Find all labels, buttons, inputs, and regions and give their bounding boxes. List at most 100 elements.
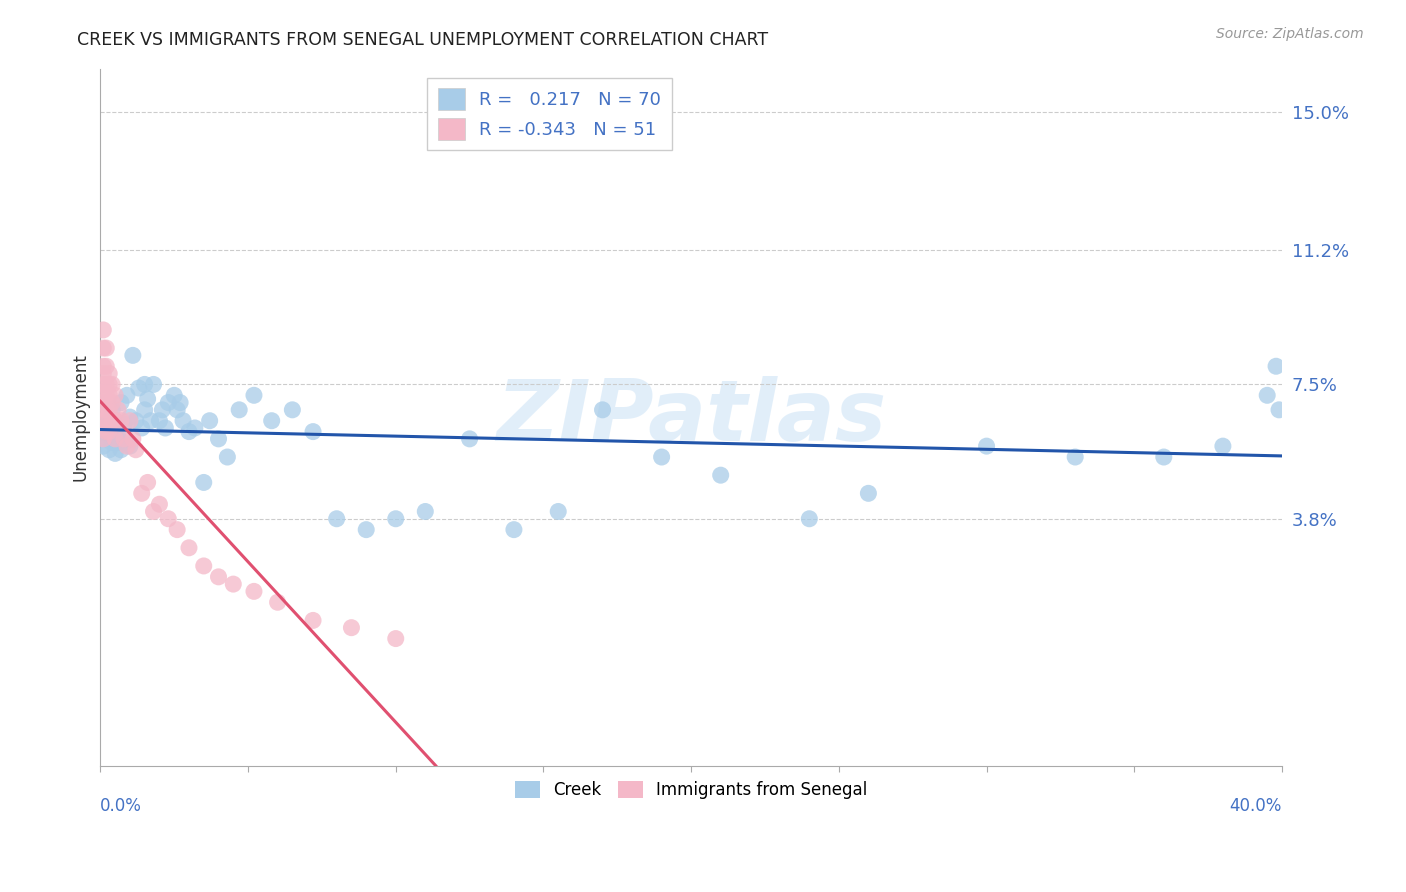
Point [112, 417, 135, 432]
Point [384, 632, 406, 646]
Point [98, 402, 121, 417]
Point [193, 475, 215, 490]
Point [104, 414, 127, 428]
Point [169, 395, 191, 409]
Point [96, 425, 118, 439]
Point [104, 414, 127, 428]
Point [107, 425, 129, 439]
Point [163, 388, 186, 402]
Point [98, 377, 121, 392]
Y-axis label: Unemployment: Unemployment [72, 353, 89, 481]
Point [547, 504, 569, 518]
Point [281, 402, 304, 417]
Point [266, 595, 288, 609]
Legend: Creek, Immigrants from Senegal: Creek, Immigrants from Senegal [508, 774, 875, 806]
Point [115, 439, 138, 453]
Point [104, 432, 127, 446]
Point [340, 621, 363, 635]
Point [976, 439, 998, 453]
Point [172, 414, 194, 428]
Point [458, 432, 481, 446]
Point [101, 435, 124, 450]
Point [207, 432, 229, 446]
Point [96, 432, 118, 446]
Point [98, 442, 121, 457]
Point [101, 414, 124, 428]
Point [91, 432, 114, 446]
Point [384, 512, 406, 526]
Point [139, 414, 162, 428]
Point [222, 577, 245, 591]
Point [121, 348, 143, 362]
Point [1212, 439, 1234, 453]
Point [96, 402, 118, 417]
Point [91, 377, 114, 392]
Point [1268, 402, 1291, 417]
Point [710, 468, 733, 483]
Point [91, 359, 114, 374]
Point [134, 377, 156, 392]
Point [91, 341, 114, 355]
Text: 0.0%: 0.0% [100, 797, 142, 815]
Point [91, 384, 114, 399]
Point [177, 425, 200, 439]
Point [260, 414, 283, 428]
Point [104, 446, 127, 460]
Point [91, 323, 114, 337]
Point [98, 367, 121, 381]
Point [125, 442, 148, 457]
Point [91, 395, 114, 409]
Point [91, 367, 114, 381]
Point [325, 512, 347, 526]
Point [136, 475, 159, 490]
Point [91, 414, 114, 428]
Point [112, 432, 135, 446]
Point [125, 414, 148, 428]
Point [177, 541, 200, 555]
Point [354, 523, 377, 537]
Point [110, 414, 132, 428]
Point [142, 504, 165, 518]
Point [198, 414, 221, 428]
Point [118, 439, 141, 453]
Point [101, 395, 124, 409]
Point [115, 388, 138, 402]
Point [107, 402, 129, 417]
Point [118, 414, 141, 428]
Point [651, 450, 673, 464]
Point [98, 428, 121, 442]
Point [128, 381, 150, 395]
Point [799, 512, 821, 526]
Point [101, 377, 124, 392]
Point [166, 402, 188, 417]
Point [302, 614, 325, 628]
Point [243, 388, 266, 402]
Point [157, 395, 180, 409]
Point [104, 428, 127, 442]
Text: ZIPatlas: ZIPatlas [496, 376, 886, 458]
Point [96, 359, 118, 374]
Point [110, 395, 132, 409]
Point [134, 402, 156, 417]
Point [131, 421, 153, 435]
Point [110, 442, 132, 457]
Point [1153, 450, 1175, 464]
Point [207, 570, 229, 584]
Point [155, 421, 177, 435]
Point [91, 402, 114, 417]
Point [131, 486, 153, 500]
Point [592, 402, 614, 417]
Point [96, 417, 118, 432]
Point [136, 392, 159, 406]
Text: 40.0%: 40.0% [1230, 797, 1282, 815]
Point [91, 425, 114, 439]
Point [166, 523, 188, 537]
Point [98, 414, 121, 428]
Point [96, 414, 118, 428]
Point [101, 421, 124, 435]
Point [148, 497, 170, 511]
Point [1064, 450, 1087, 464]
Point [96, 377, 118, 392]
Point [184, 421, 207, 435]
Point [150, 402, 173, 417]
